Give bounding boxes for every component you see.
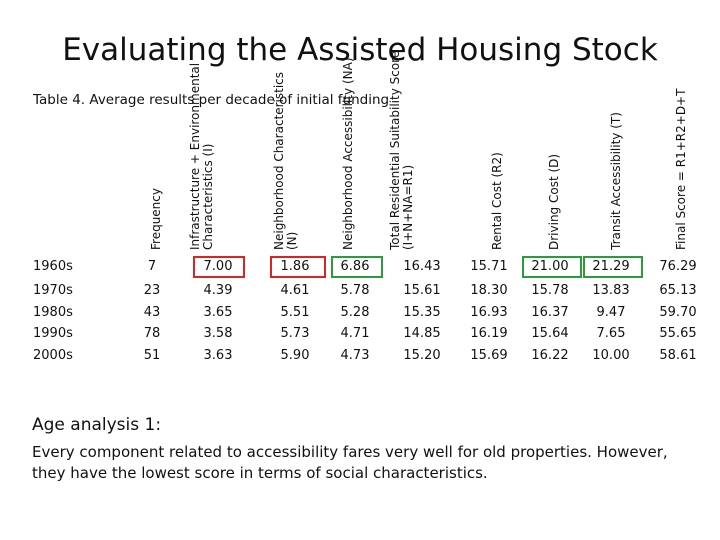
- column-header-driving-cost: Driving Cost (D): [547, 153, 561, 250]
- table-cell: 7.00: [203, 259, 233, 274]
- table-cell: 15.35: [403, 305, 441, 320]
- table-cell: 65.13: [659, 283, 697, 298]
- table-cell: 15.78: [531, 283, 569, 298]
- column-header-transit-accessibility: Transit Accessibility (T): [609, 112, 623, 250]
- column-header-final-score: Final Score = R1+R2+D+T: [674, 88, 688, 250]
- table-cell: 5.51: [280, 305, 310, 320]
- highlight-green-driving-cost: [522, 256, 582, 278]
- table-cell: 5.28: [340, 305, 370, 320]
- age-analysis-heading: Age analysis 1:: [32, 415, 162, 435]
- table-cell: 16.93: [470, 305, 508, 320]
- column-header-total-residential: Total Residential Suitability Score (I+N…: [388, 50, 415, 250]
- table-cell: 13.83: [592, 283, 630, 298]
- table-cell: 10.00: [592, 348, 630, 363]
- column-header-neighborhood-accessibility: Neighborhood Accessibility (NA): [341, 57, 355, 250]
- table-cell: 5.90: [280, 348, 310, 363]
- column-header-infrastructure: Infrastructure + Environmental Character…: [188, 62, 215, 250]
- table-cell: 5.78: [340, 283, 370, 298]
- table-cell: 15.61: [403, 283, 441, 298]
- row-label-1970s: 1970s: [33, 283, 73, 298]
- highlight-red-neighborhood-characteristics: [270, 256, 326, 278]
- table-cell: 3.58: [203, 326, 233, 341]
- table-cell: 15.71: [470, 259, 508, 274]
- table-cell: 16.37: [531, 305, 569, 320]
- row-label-1990s: 1990s: [33, 326, 73, 341]
- highlight-green-neighborhood-accessibility: [331, 256, 383, 278]
- table-cell: 55.65: [659, 326, 697, 341]
- table-cell: 14.85: [403, 326, 441, 341]
- table-cell: 16.19: [470, 326, 508, 341]
- highlight-green-transit-accessibility: [583, 256, 643, 278]
- table-cell: 76.29: [659, 259, 697, 274]
- table-cell: 18.30: [470, 283, 508, 298]
- row-label-1960s: 1960s: [33, 259, 73, 274]
- table-cell: 59.70: [659, 305, 697, 320]
- table-cell: 4.71: [340, 326, 370, 341]
- table-cell: 4.61: [280, 283, 310, 298]
- column-header-neighborhood-characteristics: Neighborhood Characteristics (N): [272, 71, 299, 250]
- table-cell: 7.65: [596, 326, 626, 341]
- table-cell: 4.73: [340, 348, 370, 363]
- table-cell: 15.20: [403, 348, 441, 363]
- slide-title: Evaluating the Assisted Housing Stock: [62, 32, 658, 68]
- table-cell: 15.69: [470, 348, 508, 363]
- table-cell: 3.63: [203, 348, 233, 363]
- table-cell: 4.39: [203, 283, 233, 298]
- age-analysis-body: Every component related to accessibility…: [32, 443, 668, 482]
- table-cell: 15.64: [531, 326, 569, 341]
- table-cell: 58.61: [659, 348, 697, 363]
- row-label-2000s: 2000s: [33, 348, 73, 363]
- table-cell: 9.47: [596, 305, 626, 320]
- row-label-1980s: 1980s: [33, 305, 73, 320]
- table-cell: 5.73: [280, 326, 310, 341]
- table-caption: Table 4. Average results per decade of i…: [33, 92, 390, 108]
- table-cell: 16.22: [531, 348, 569, 363]
- table-cell: 78: [143, 326, 161, 341]
- column-header-rental-cost: Rental Cost (R2): [490, 152, 504, 250]
- table-cell: 21.00: [531, 259, 569, 274]
- column-header-frequency: Frequency: [149, 188, 163, 250]
- table-cell: 16.43: [403, 259, 441, 274]
- table-cell: 51: [143, 348, 161, 363]
- table-cell: 21.29: [592, 259, 630, 274]
- table-cell: 1.86: [280, 259, 310, 274]
- table-cell: 7: [147, 259, 157, 274]
- table-cell: 23: [143, 283, 161, 298]
- table-cell: 43: [143, 305, 161, 320]
- highlight-red-infrastructure: [193, 256, 245, 278]
- table-cell: 6.86: [340, 259, 370, 274]
- table-cell: 3.65: [203, 305, 233, 320]
